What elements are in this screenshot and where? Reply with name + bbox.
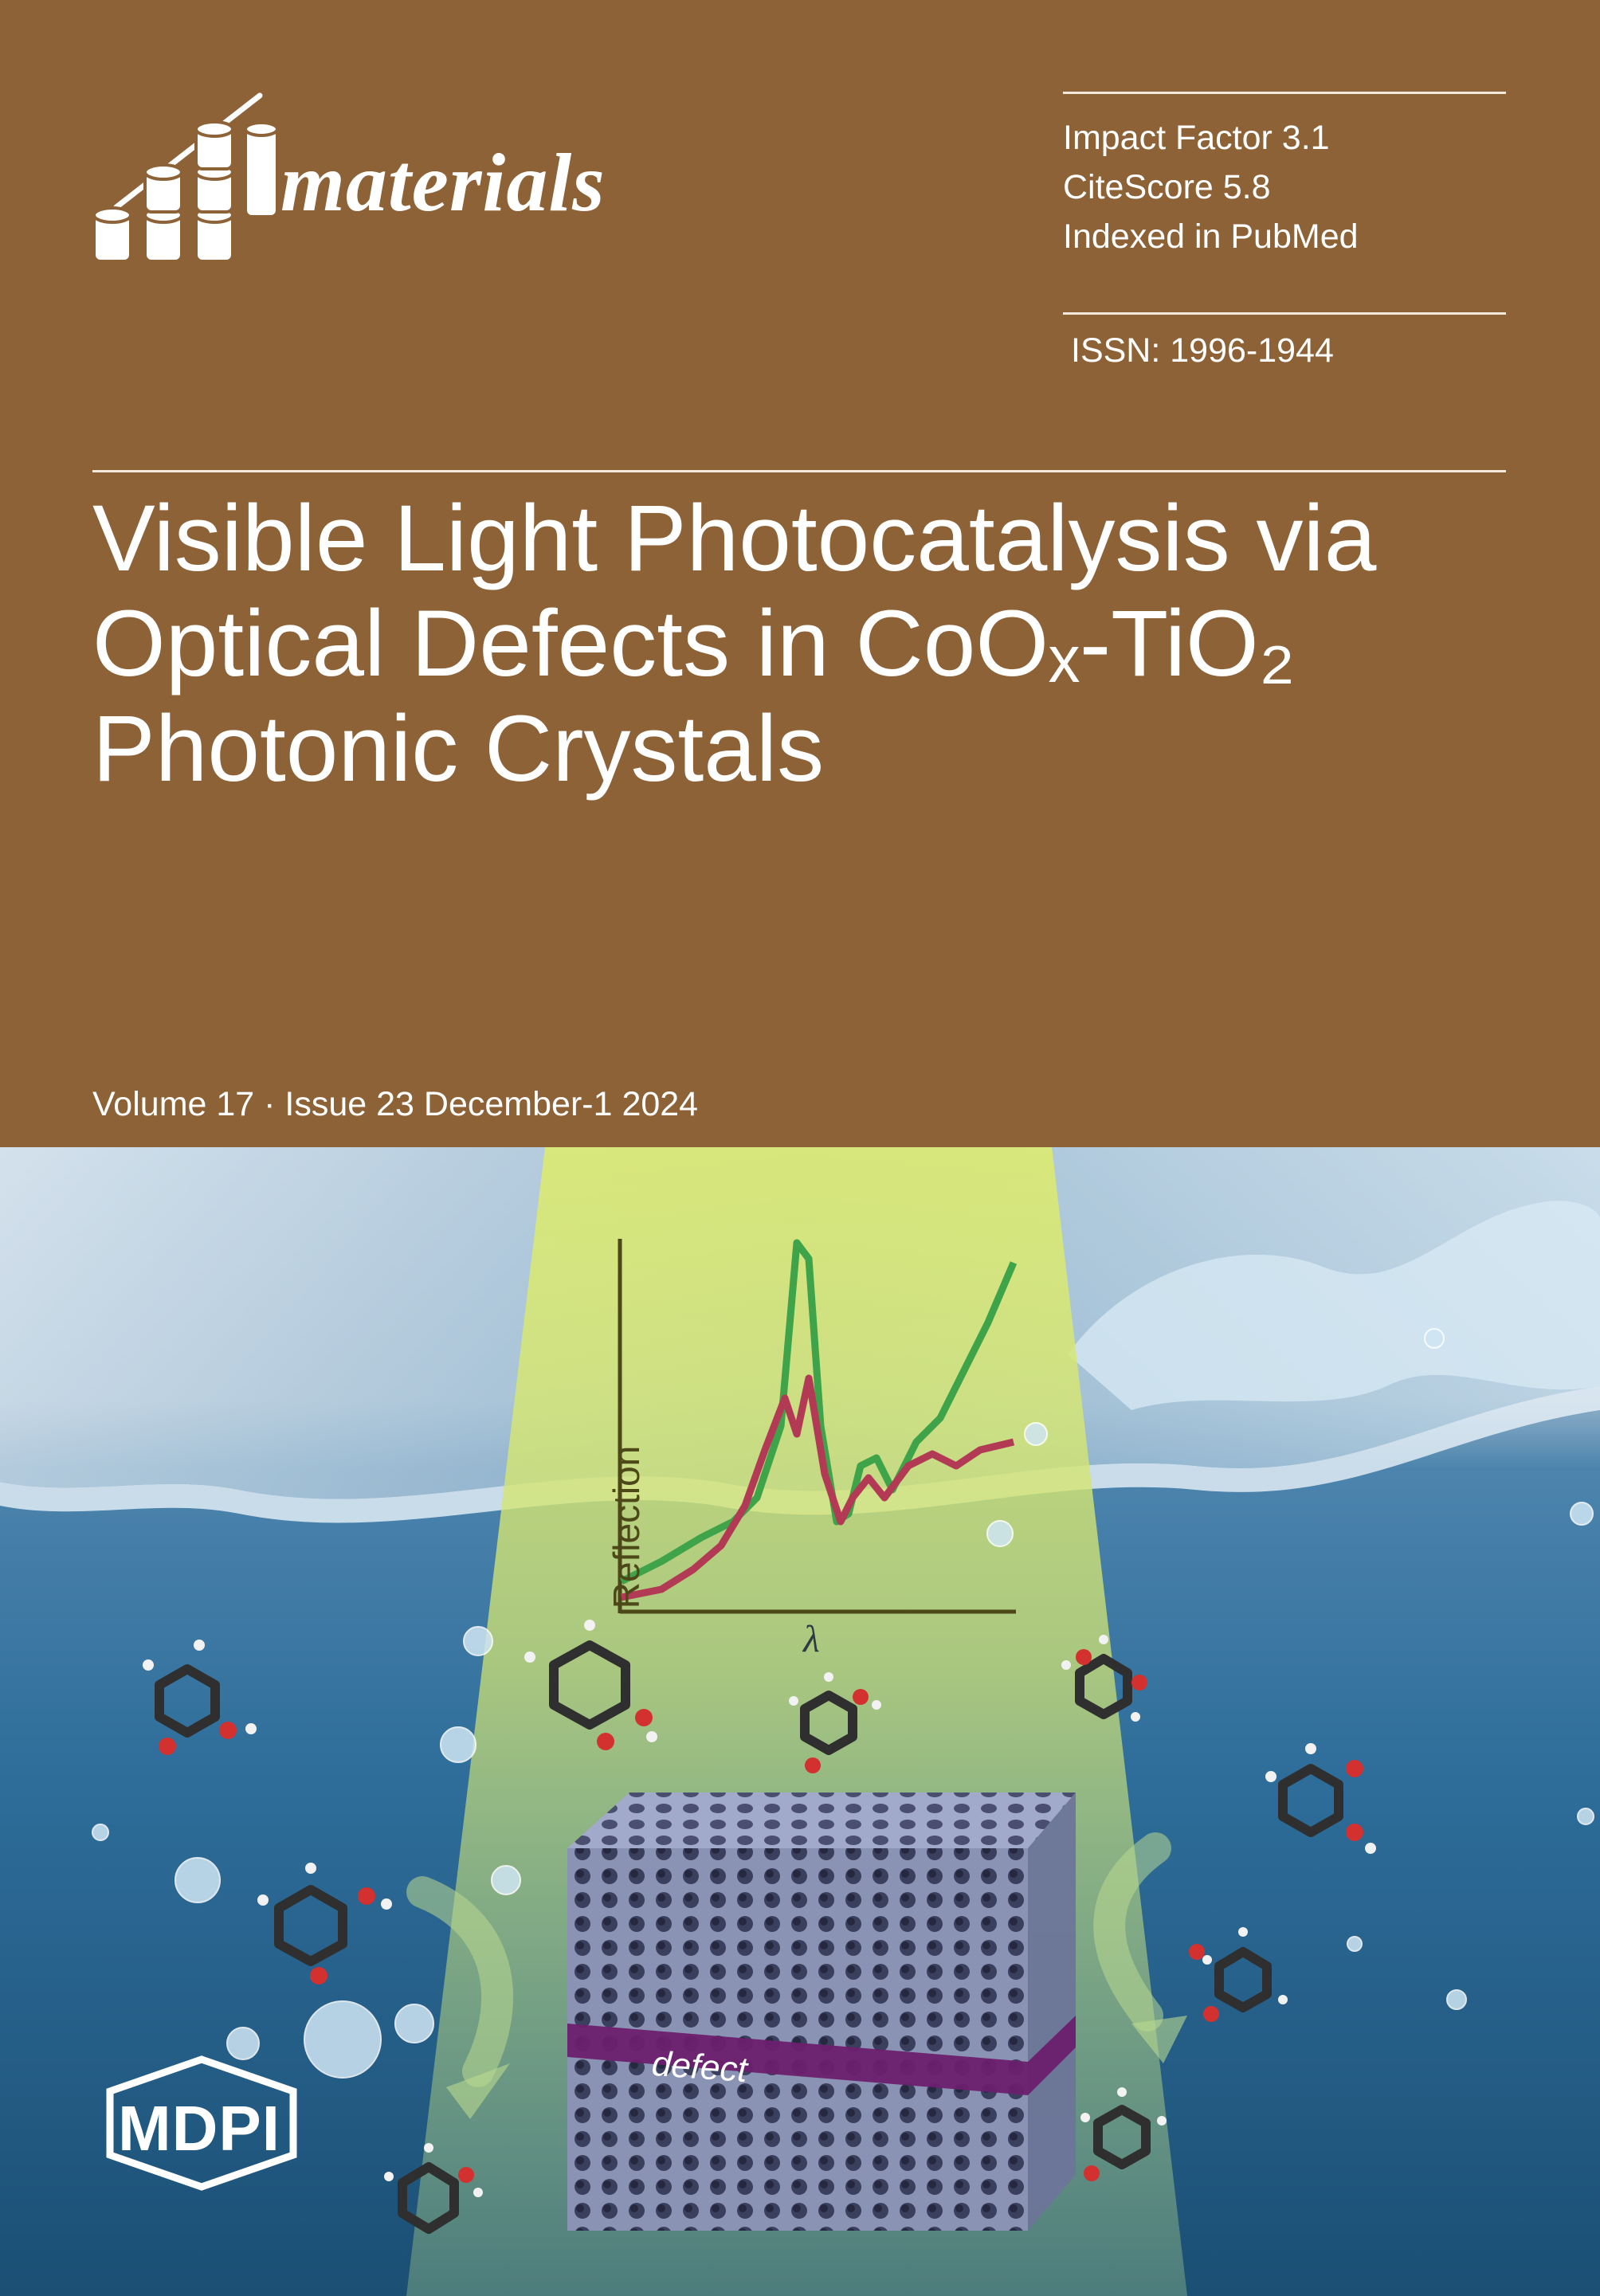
title-line-3: Photonic Crystals: [92, 696, 825, 801]
header-rule-middle: [1063, 312, 1506, 315]
journal-logo: materials: [92, 88, 634, 271]
journal-metrics: Impact Factor 3.1 CiteScore 5.8 Indexed …: [1063, 113, 1359, 261]
mdpi-logo-frame: [106, 2055, 297, 2191]
photonic-crystal: [567, 1793, 1076, 2231]
underwater-photonic-crystal-illustration: [0, 1147, 1600, 2296]
title-line-2: Optical Defects in CoOₓ-TiO₂: [92, 591, 1296, 696]
journal-name: materials: [280, 137, 606, 229]
graph-x-axis-label: λ: [803, 1618, 820, 1660]
citescore: CiteScore 5.8: [1063, 168, 1271, 206]
volume-issue: Volume 17 · Issue 23 December-1 2024: [92, 1085, 699, 1123]
article-title: Visible Light Photocatalysis via Optical…: [92, 486, 1543, 801]
cover-artwork: MDPI: [0, 1147, 1600, 2296]
graph-y-axis-label: Reflection: [606, 1445, 647, 1609]
publisher-logo: MDPI: [88, 2060, 311, 2196]
impact-factor: Impact Factor 3.1: [1063, 119, 1330, 157]
issn: ISSN: 1996-1944: [1071, 331, 1334, 370]
title-rule: [92, 470, 1506, 472]
cylinders-icon: [92, 92, 279, 263]
defect-layer-label: defect: [650, 2043, 749, 2090]
header-rule-top: [1063, 92, 1506, 94]
publisher-name: MDPI: [118, 2093, 280, 2164]
cover-header-band: materials Impact Factor 3.1 CiteScore 5.…: [0, 0, 1600, 1147]
indexing: Indexed in PubMed: [1063, 217, 1359, 256]
title-line-1: Visible Light Photocatalysis via: [92, 486, 1377, 591]
